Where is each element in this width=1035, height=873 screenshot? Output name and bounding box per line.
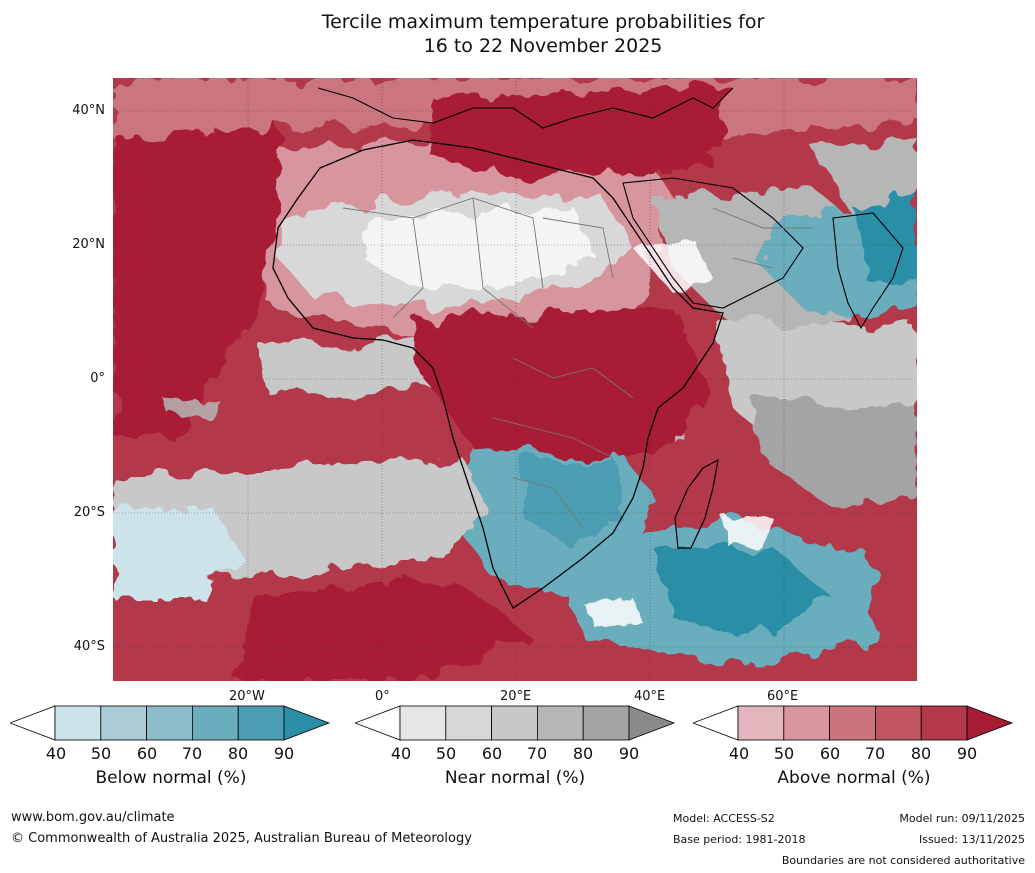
white-speckles-south <box>583 598 643 626</box>
colorbar-extension-high <box>283 705 331 741</box>
colorbar-segment <box>54 705 102 741</box>
white-speckles-madagascar <box>723 518 773 548</box>
colorbar-label-below: Below normal (%) <box>95 768 247 788</box>
colorbar-segment <box>191 705 239 741</box>
lat-label-40n: 40°N <box>72 103 105 118</box>
footer-model: Model: ACCESS-S2 <box>673 812 775 825</box>
africa-coastline <box>272 139 724 609</box>
graticule <box>113 78 917 681</box>
colorbar-extension-low <box>10 705 56 741</box>
above-normal-deep-mediterranean <box>433 88 733 178</box>
lon-label-40e: 40°E <box>634 689 666 704</box>
colorbar-segment <box>920 705 968 741</box>
indian-ocean-grey-band <box>753 398 917 508</box>
cb-tick: 60 <box>819 744 841 763</box>
footer-model-run: Model run: 09/11/2025 <box>899 812 1025 825</box>
lon-label-0: 0° <box>375 689 390 704</box>
lat-label-20n: 20°N <box>72 237 105 252</box>
lon-label-60e: 60°E <box>767 689 799 704</box>
lat-label-0: 0° <box>90 371 105 386</box>
colorbar-near-normal <box>355 705 676 741</box>
europe-coastline <box>317 87 734 129</box>
colorbar-segment <box>237 705 285 741</box>
colorbar-segment <box>829 705 876 741</box>
above-normal-deep-africa <box>413 308 713 458</box>
cb-tick: 50 <box>435 744 457 763</box>
title-line-1: Tercile maximum temperature probabilitie… <box>321 11 765 33</box>
cb-tick: 40 <box>390 744 412 763</box>
colorbar-extension-high <box>966 705 1014 741</box>
colorbar-extension-low <box>693 705 739 741</box>
above-normal-deep-west <box>113 128 283 438</box>
cb-tick: 90 <box>273 744 295 763</box>
cb-tick: 40 <box>728 744 750 763</box>
cb-tick: 50 <box>773 744 795 763</box>
country-borders <box>342 197 813 529</box>
lat-label-40s: 40°S <box>73 639 105 654</box>
india-below-normal-dark <box>853 193 917 288</box>
grey-streak-atlantic <box>163 398 223 418</box>
colorbar-segment <box>146 705 193 741</box>
southern-africa-below-normal-dark <box>523 458 623 548</box>
cb-tick: 60 <box>481 744 503 763</box>
colorbar-segment <box>783 705 831 741</box>
arabia-coastline <box>622 177 804 309</box>
colorbar-above-normal <box>693 705 1014 741</box>
colorbar-segment <box>874 705 922 741</box>
cb-tick: 90 <box>618 744 640 763</box>
lat-label-20s: 20°S <box>73 505 105 520</box>
cb-tick: 70 <box>864 744 886 763</box>
colorbar-segment <box>100 705 148 741</box>
lon-label-20e: 20°E <box>500 689 532 704</box>
footer-copyright: © Commonwealth of Australia 2025, Austra… <box>11 831 472 846</box>
title-line-2: 16 to 22 November 2025 <box>423 35 663 57</box>
colorbar-segment <box>536 705 584 741</box>
south-ocean-below-normal-dark <box>653 548 833 638</box>
footer-disclaimer: Boundaries are not considered authoritat… <box>781 854 1025 867</box>
footer-website: www.bom.gov.au/climate <box>11 810 175 825</box>
south-atlantic-below-normal <box>113 508 243 598</box>
colorbar-segment <box>491 705 538 741</box>
cb-tick: 80 <box>227 744 249 763</box>
colorbar-extension-low <box>355 705 401 741</box>
india-coastline <box>832 212 904 330</box>
cb-tick: 70 <box>526 744 548 763</box>
cb-tick: 40 <box>45 744 67 763</box>
lon-label-20w: 20°W <box>229 689 265 704</box>
equatorial-grey <box>263 338 453 398</box>
colorbar-segment <box>582 705 630 741</box>
cb-tick: 80 <box>910 744 932 763</box>
colorbar-segment <box>445 705 493 741</box>
colorbar-label-above: Above normal (%) <box>777 768 931 788</box>
cb-tick: 80 <box>572 744 594 763</box>
colorbar-label-near: Near normal (%) <box>444 768 586 788</box>
white-speckles-north <box>633 238 713 293</box>
colorbar-segment <box>737 705 785 741</box>
cb-tick: 60 <box>136 744 158 763</box>
cb-tick: 70 <box>181 744 203 763</box>
above-normal-deep-south <box>233 578 533 681</box>
madagascar-coastline <box>674 458 719 549</box>
colorbar-extension-high <box>628 705 676 741</box>
map-title: Tercile maximum temperature probabilitie… <box>0 10 1035 58</box>
colorbar-segment <box>399 705 447 741</box>
footer-base-period: Base period: 1981-2018 <box>673 833 806 846</box>
cb-tick: 90 <box>956 744 978 763</box>
north-east-grey <box>813 138 917 218</box>
cb-tick: 50 <box>90 744 112 763</box>
probability-map <box>113 78 917 681</box>
colorbar-below-normal <box>10 705 331 741</box>
footer-issued: Issued: 13/11/2025 <box>918 833 1025 846</box>
